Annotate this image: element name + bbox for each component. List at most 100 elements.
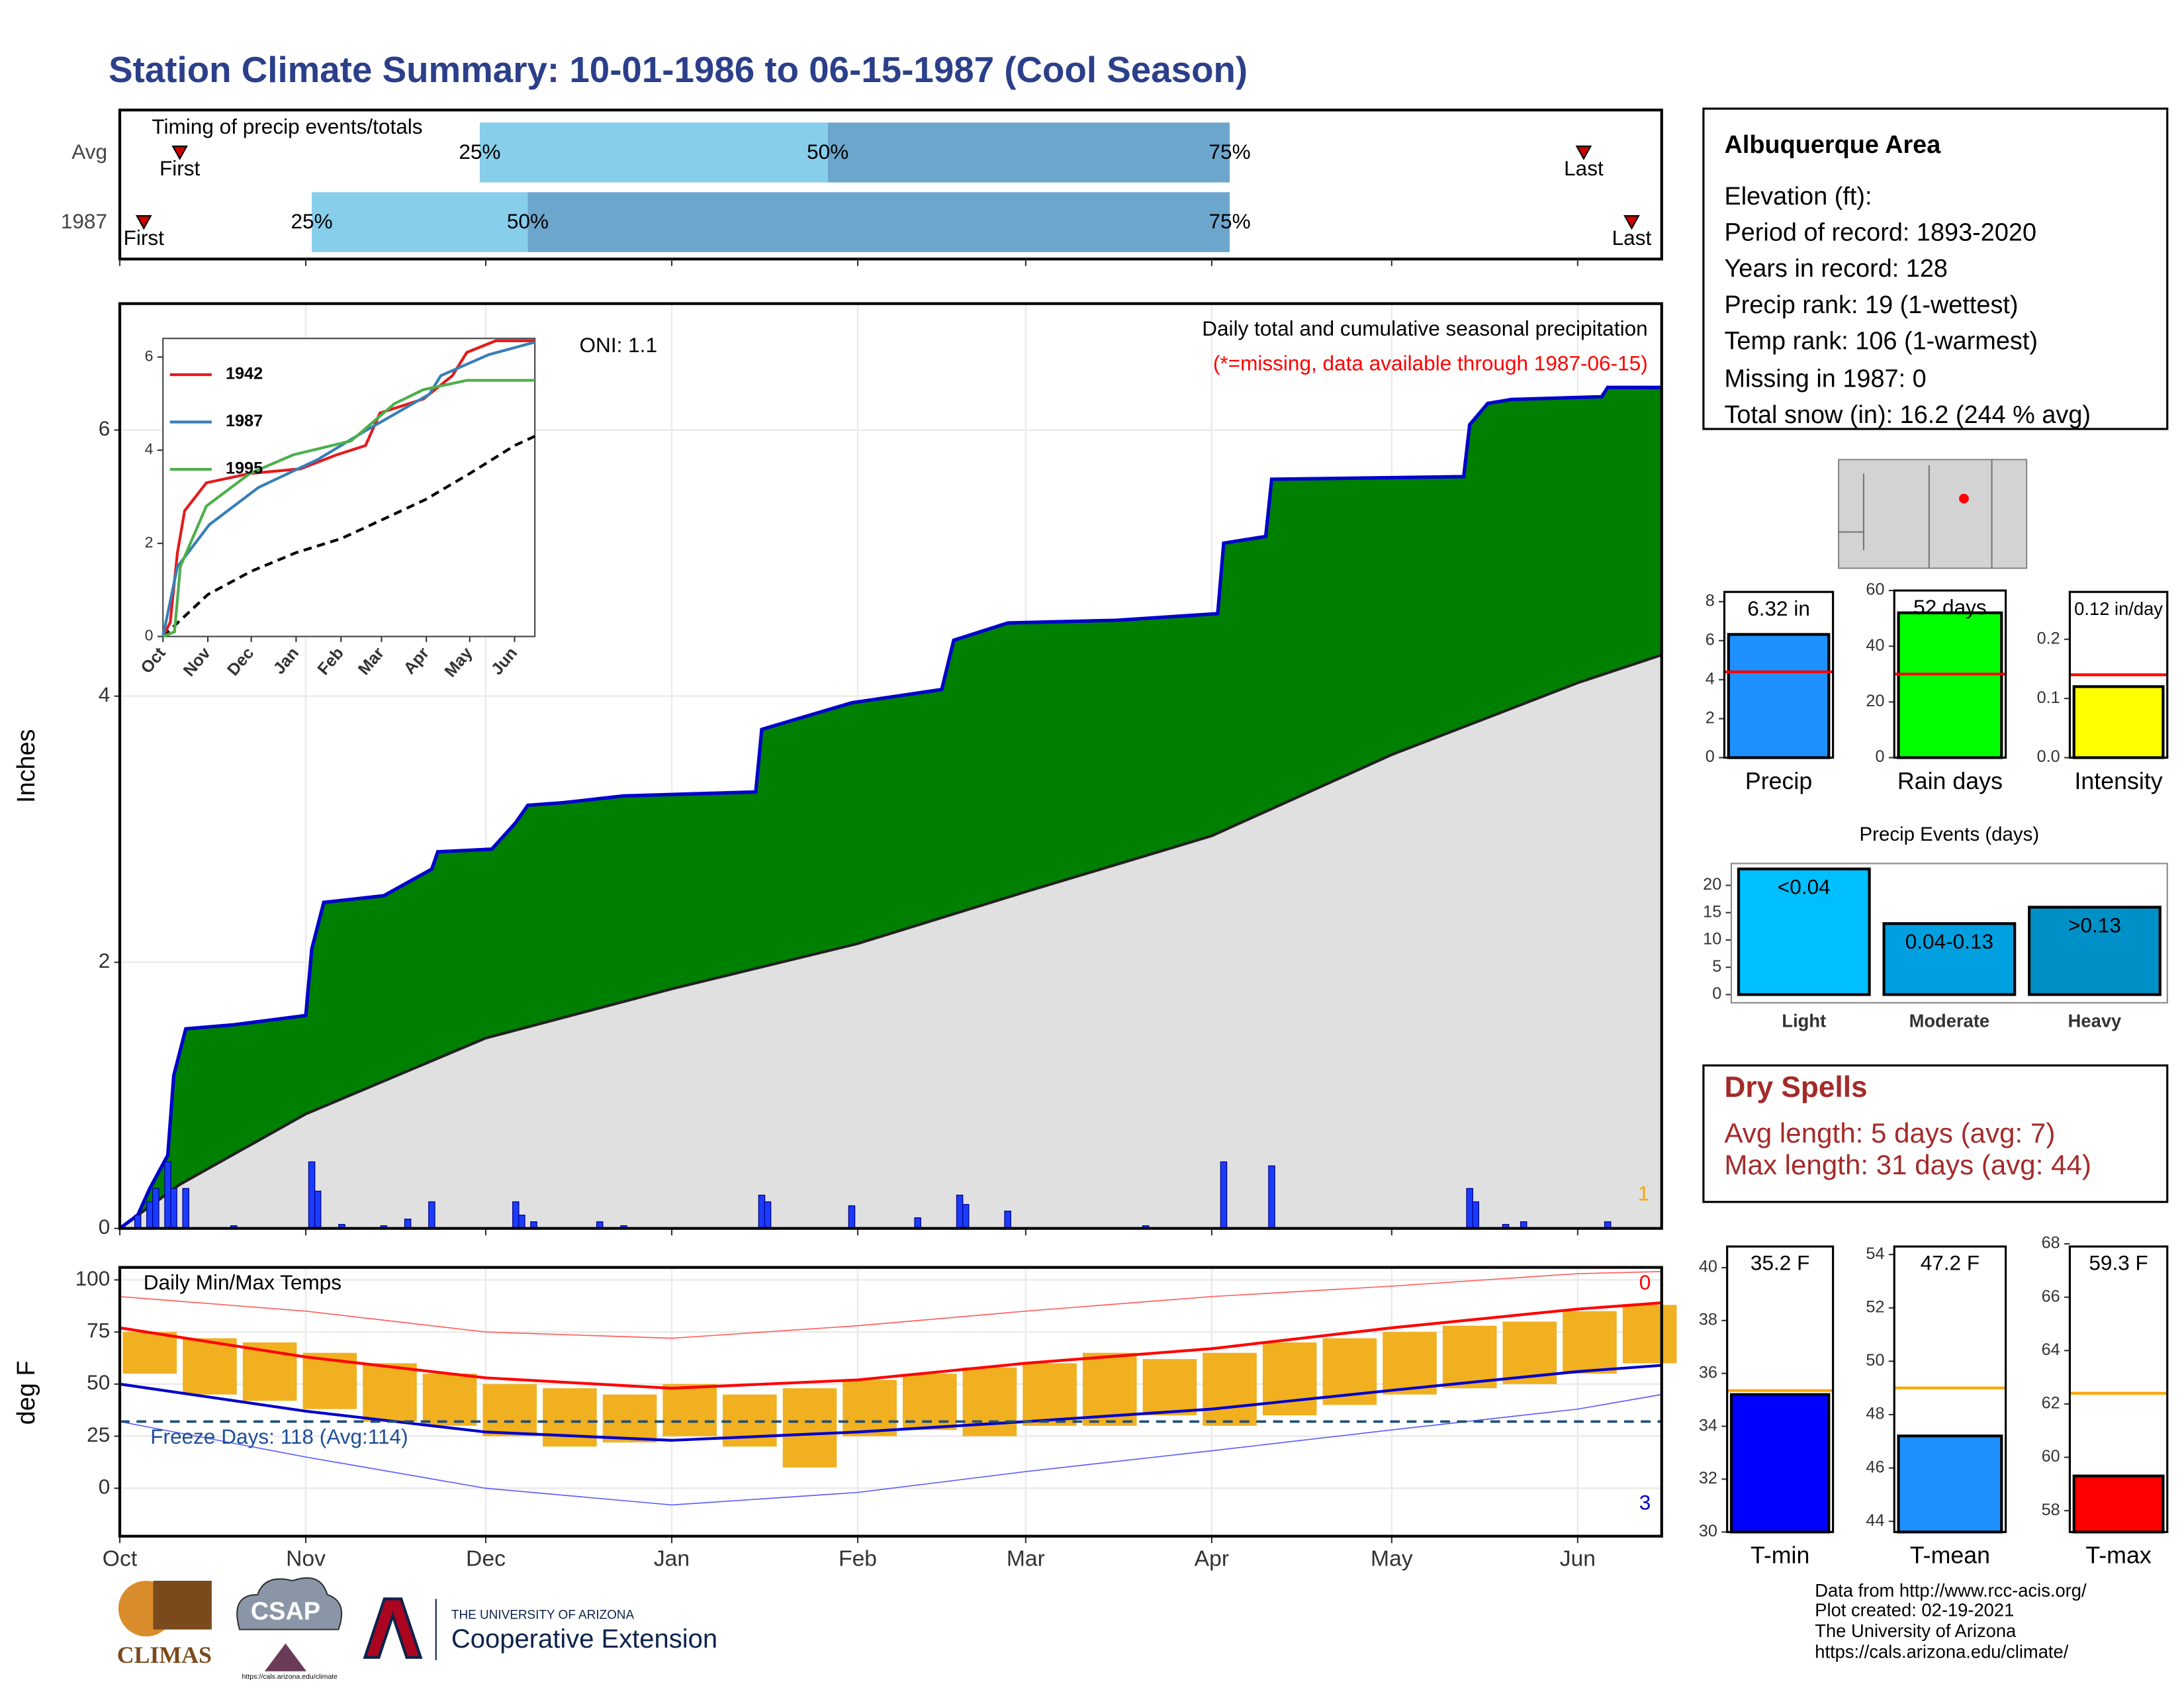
info-title: Albuquerque Area bbox=[1724, 131, 1941, 159]
info-box bbox=[1702, 107, 2169, 430]
y-tick-label: 0 bbox=[145, 627, 154, 644]
x-tick-label: Feb bbox=[839, 1546, 877, 1571]
y-tick-label: 10 bbox=[1703, 930, 1721, 949]
daily-bar bbox=[512, 1201, 520, 1229]
x-tick-label: Dec bbox=[466, 1546, 506, 1571]
y-tick-label: 0.2 bbox=[2037, 629, 2060, 647]
value-label: 47.2 F bbox=[1921, 1251, 1979, 1275]
panel-frame bbox=[118, 302, 1663, 1230]
locator-map bbox=[1838, 459, 2028, 569]
daily-temp-bar bbox=[1622, 1305, 1677, 1364]
daily-temp-bar bbox=[422, 1374, 477, 1426]
x-tick-label: Heavy bbox=[2068, 1011, 2122, 1031]
y-tick-label: 38 bbox=[1699, 1311, 1717, 1329]
inset-bg bbox=[162, 338, 536, 637]
climas-logo-text: CLIMAS bbox=[117, 1642, 212, 1668]
bar bbox=[1737, 867, 1871, 996]
value-label: 0.12 in/day bbox=[2074, 598, 2163, 619]
y-tick-label: 100 bbox=[75, 1266, 111, 1290]
event-marker bbox=[135, 215, 152, 230]
y-tick-label: 0.1 bbox=[2037, 688, 2060, 707]
map-land bbox=[1838, 459, 2028, 569]
quartile-label: 25% bbox=[291, 209, 333, 233]
event-marker bbox=[1623, 215, 1640, 230]
y-tick-label: 40 bbox=[1866, 636, 1884, 655]
row-label: 1987 bbox=[61, 209, 107, 233]
event-label: Last bbox=[1564, 156, 1604, 180]
y-tick-label: 60 bbox=[1866, 581, 1884, 599]
y-tick-label: 50 bbox=[87, 1370, 110, 1394]
y-axis-label: Inches bbox=[13, 729, 40, 803]
panel-title: Daily total and cumulative seasonal prec… bbox=[1202, 316, 1647, 340]
event-marker bbox=[1575, 145, 1592, 161]
map-border bbox=[1839, 459, 1993, 569]
bar bbox=[1897, 611, 2003, 759]
info-line: Period of record: 1893-2020 bbox=[1724, 218, 2036, 246]
x-tick-label: Nov bbox=[286, 1546, 326, 1571]
daily-bar bbox=[134, 1214, 142, 1229]
daily-temp-bar bbox=[842, 1380, 897, 1436]
panel-frame bbox=[118, 1266, 1663, 1538]
daily-bar bbox=[1004, 1210, 1011, 1229]
bar bbox=[1727, 633, 1831, 759]
x-tick-label: Oct bbox=[103, 1546, 138, 1571]
y-tick-label: 58 bbox=[2042, 1501, 2060, 1519]
annotation: Freeze Days: 118 (Avg:114) bbox=[150, 1425, 408, 1448]
daily-temp-bar bbox=[122, 1332, 177, 1374]
daily-bar bbox=[962, 1203, 970, 1229]
y-tick-label: 44 bbox=[1866, 1511, 1884, 1530]
daily-bar bbox=[152, 1188, 159, 1229]
x-tick-label: May bbox=[1371, 1546, 1413, 1571]
info-line: Years in record: 128 bbox=[1724, 255, 1948, 283]
legend-label: 1942 bbox=[226, 365, 263, 383]
annotation: 0 bbox=[1639, 1270, 1651, 1294]
panel-frame bbox=[2068, 1245, 2169, 1533]
daily-bar bbox=[1466, 1188, 1473, 1229]
daily-temp-bar bbox=[602, 1394, 657, 1443]
y-tick-label: 0.0 bbox=[2037, 747, 2060, 766]
x-tick-label: Intensity bbox=[2074, 768, 2162, 794]
daily-bar bbox=[182, 1188, 189, 1229]
legend-label: 1987 bbox=[226, 412, 263, 430]
y-tick-label: 54 bbox=[1866, 1244, 1884, 1263]
y-tick-label: 0 bbox=[1712, 984, 1721, 1003]
quartile-label: 50% bbox=[807, 140, 848, 164]
daily-bar bbox=[170, 1188, 177, 1229]
y-tick-label: 75 bbox=[87, 1319, 110, 1342]
bin-label: 0.04-0.13 bbox=[1905, 929, 1993, 953]
daily-bar bbox=[848, 1205, 856, 1229]
map-station bbox=[1959, 493, 1969, 504]
x-tick-label: Light bbox=[1782, 1011, 1826, 1031]
csap-logo-url: https://cals.arizona.edu/climate bbox=[242, 1673, 338, 1681]
annotation: 1 bbox=[1638, 1182, 1650, 1205]
y-tick-label: 0 bbox=[99, 1475, 111, 1499]
y-tick-label: 46 bbox=[1866, 1458, 1884, 1476]
credit-line: Data from http://www.rcc-acis.org/ bbox=[1815, 1580, 2087, 1601]
event-label: First bbox=[124, 226, 165, 250]
panel-subtitle: (*=missing, data available through 1987-… bbox=[1213, 352, 1648, 375]
daily-bar bbox=[758, 1194, 766, 1229]
value-label: 59.3 F bbox=[2089, 1251, 2148, 1275]
panel-title: Precip Events (days) bbox=[1860, 823, 2040, 845]
page-title: Station Climate Summary: 10-01-1986 to 0… bbox=[109, 49, 1248, 90]
quartile-label: 50% bbox=[507, 209, 549, 233]
panel-frame bbox=[2068, 590, 2169, 759]
bar bbox=[1882, 922, 2017, 996]
dry-spells-box bbox=[1702, 1064, 2169, 1203]
credit-line: Plot created: 02-19-2021 bbox=[1815, 1600, 2014, 1620]
y-tick-label: 32 bbox=[1699, 1469, 1717, 1487]
x-tick-label: Rain days bbox=[1897, 768, 2003, 794]
legend-label: 1995 bbox=[226, 459, 263, 478]
x-tick-label: Apr bbox=[1195, 1546, 1229, 1571]
csap-logo-mountain bbox=[264, 1643, 307, 1671]
daily-bar bbox=[1472, 1201, 1480, 1229]
x-tick-label: Precip bbox=[1745, 768, 1812, 794]
daily-bar bbox=[764, 1201, 772, 1229]
daily-bar bbox=[956, 1194, 964, 1229]
csap-logo-cloud bbox=[236, 1577, 343, 1630]
daily-bar bbox=[518, 1214, 525, 1229]
y-tick-label: 6 bbox=[99, 416, 111, 440]
x-tick-label: Jun bbox=[1560, 1546, 1596, 1571]
daily-temp-bar bbox=[1383, 1332, 1437, 1395]
event-label: First bbox=[159, 156, 201, 180]
